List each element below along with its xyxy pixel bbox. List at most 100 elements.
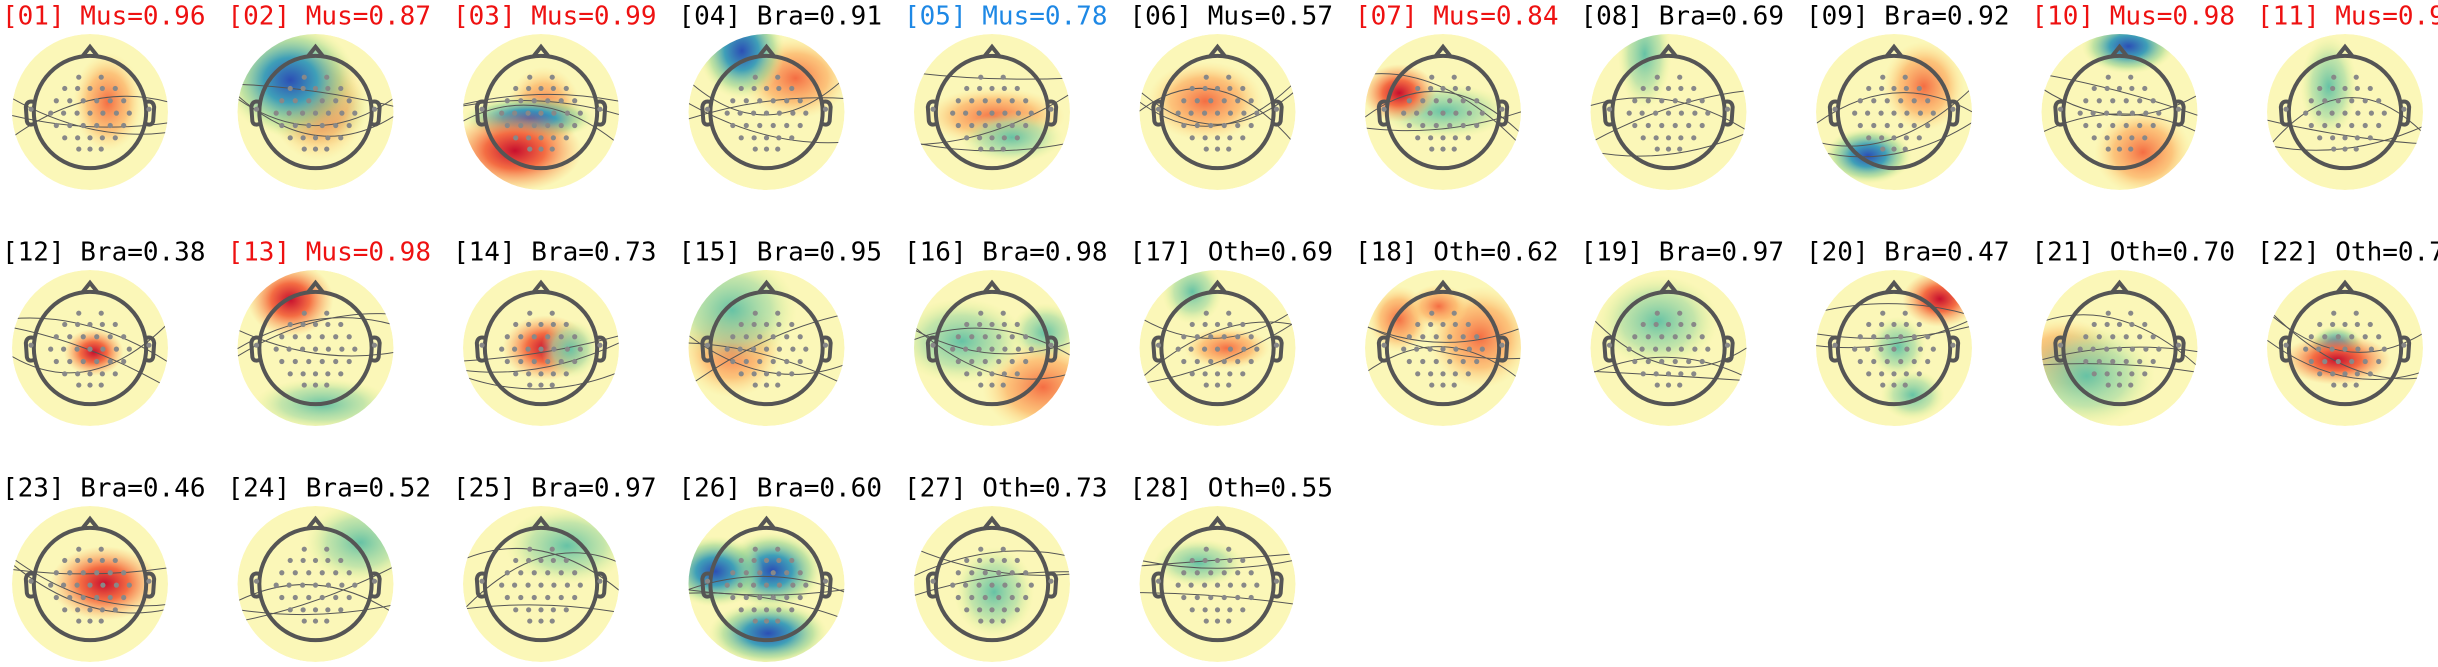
electrode: [790, 346, 796, 352]
electrode: [950, 582, 956, 588]
electrode: [87, 146, 93, 152]
electrode: [67, 334, 73, 340]
electrode: [1214, 371, 1221, 377]
electrode: [2077, 346, 2083, 352]
electrode: [545, 594, 551, 601]
component: [22] Oth=0.75: [2257, 238, 2438, 426]
electrode: [1857, 358, 1863, 365]
electrode: [763, 85, 770, 92]
nose: [756, 279, 777, 295]
electrode: [1227, 582, 1234, 588]
electrode: [964, 85, 970, 92]
electrode: [504, 122, 510, 129]
electrode: [750, 110, 757, 116]
contour: [2041, 363, 2198, 373]
electrode: [977, 557, 983, 564]
nose: [531, 515, 551, 531]
electrode: [1665, 146, 1672, 152]
electrode: [976, 110, 982, 116]
electrode: [1001, 321, 1007, 328]
electrode: [1420, 98, 1426, 104]
electrode: [325, 607, 331, 613]
electrode: [776, 135, 782, 141]
electrode: [2103, 110, 2110, 116]
electrode: [2335, 98, 2341, 104]
electrode: [1226, 310, 1232, 316]
electrode: [730, 570, 736, 576]
electrode: [1273, 106, 1280, 112]
electrode: [1429, 382, 1435, 388]
electrode: [1665, 135, 1672, 141]
electrode: [752, 146, 758, 152]
electrode: [538, 85, 544, 92]
electrode: [2349, 98, 2355, 104]
electrode: [99, 85, 105, 92]
electrode: [1433, 358, 1439, 365]
electrode: [1891, 371, 1897, 377]
electrode: [1891, 110, 1897, 116]
electrode: [563, 135, 569, 141]
nose: [1207, 515, 1228, 531]
nose: [531, 43, 551, 59]
electrode: [737, 346, 743, 352]
electrode: [1911, 122, 1917, 129]
electrode: [325, 110, 332, 116]
electrode: [1653, 135, 1659, 141]
electrode: [763, 146, 770, 152]
electrode: [751, 371, 757, 377]
electrode: [969, 570, 975, 576]
electrode: [1866, 371, 1872, 377]
ear-left: [925, 335, 937, 363]
electrode: [964, 135, 970, 141]
electrode: [1188, 346, 1194, 352]
ear-left: [1602, 99, 1613, 127]
electrode: [312, 146, 319, 152]
electrode: [1226, 382, 1232, 388]
electrode: [1917, 346, 1923, 352]
electrode: [752, 310, 758, 316]
electrode: [2330, 85, 2336, 92]
electrode: [513, 321, 519, 328]
electrode: [67, 122, 73, 129]
electrode: [1460, 334, 1466, 340]
electrode: [2090, 346, 2096, 352]
electrode: [1639, 110, 1645, 116]
electrode: [978, 310, 984, 316]
electrode: [930, 342, 936, 348]
electrode: [978, 382, 984, 388]
electrode: [549, 546, 555, 552]
electrode: [2105, 310, 2111, 316]
ear-right: [145, 335, 157, 363]
electrode: [531, 570, 537, 576]
electrode: [1214, 110, 1221, 116]
electrode: [1891, 382, 1897, 388]
electrode: [2116, 321, 2123, 328]
electrode: [978, 146, 984, 152]
electrode: [989, 382, 995, 388]
electrode: [2116, 135, 2123, 141]
component-label: [21] Oth=0.70: [2032, 238, 2236, 268]
electrode: [1208, 334, 1214, 340]
electrode: [1155, 578, 1162, 584]
electrode: [76, 74, 82, 80]
electrode: [1235, 334, 1241, 340]
electrode: [1235, 122, 1241, 129]
electrode: [969, 594, 975, 601]
electrode: [121, 122, 127, 129]
electrode: [325, 85, 331, 92]
electrode: [597, 342, 603, 348]
electrode: [74, 582, 80, 588]
electrode: [775, 618, 781, 624]
contour: [1816, 122, 1972, 158]
electrode: [1433, 334, 1439, 340]
component: [16] Bra=0.98: [904, 238, 1108, 426]
electrode: [1677, 310, 1683, 316]
electrode: [775, 382, 781, 388]
electrode: [803, 346, 809, 352]
electrode: [312, 321, 319, 328]
electrode: [2330, 135, 2336, 141]
contour: [1139, 321, 1296, 381]
electrode: [80, 358, 86, 365]
electrode: [1221, 594, 1227, 601]
electrode: [1415, 135, 1421, 141]
